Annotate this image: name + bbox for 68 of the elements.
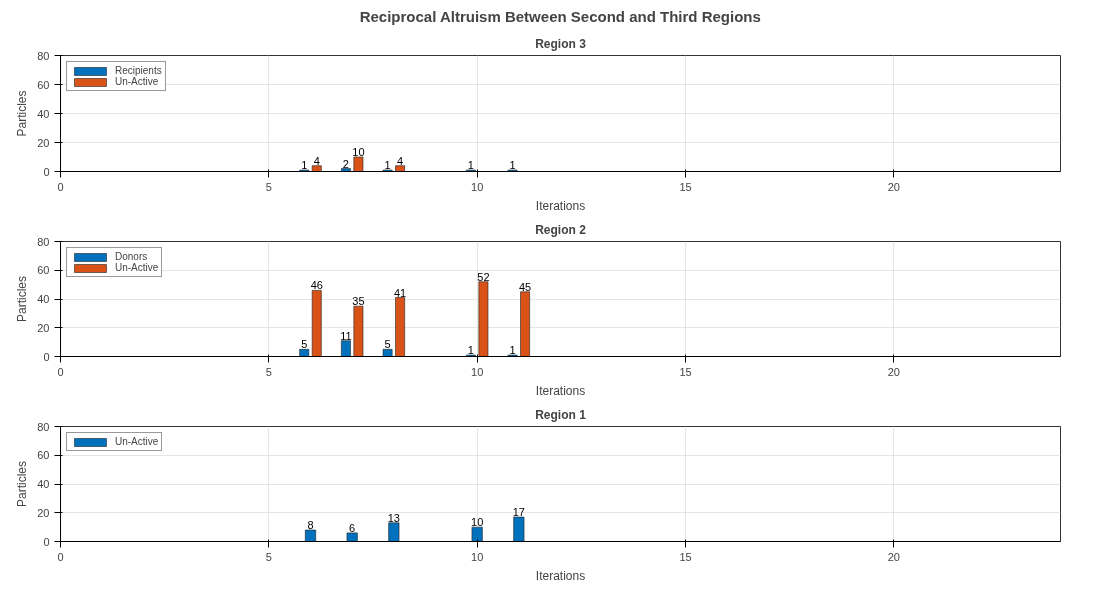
chart-subtitle: Region 3 <box>535 36 587 51</box>
x-tick-label: 20 <box>887 550 900 563</box>
y-tick-label: 60 <box>37 78 50 91</box>
chart-title: Reciprocal Altruism Between Second and Third Regions <box>359 7 761 25</box>
y-tick-label: 20 <box>37 506 50 519</box>
data-label: 41 <box>393 286 407 299</box>
x-tick-label: 10 <box>471 180 484 193</box>
data-label: 10 <box>471 516 484 529</box>
y-tick-label: 20 <box>37 136 50 149</box>
x-axis-title: Iterations <box>535 198 586 213</box>
x-tick-label: 15 <box>679 365 692 378</box>
legend-label: Recipients <box>115 65 162 76</box>
y-tick-label: 60 <box>37 264 50 277</box>
data-label: 4 <box>397 154 404 167</box>
x-tick-label: 10 <box>471 365 484 378</box>
y-tick-label: 40 <box>37 293 50 305</box>
y-tick-label: 0 <box>43 535 50 548</box>
data-label: 17 <box>512 506 525 519</box>
x-tick-label: 0 <box>57 180 64 193</box>
y-tick-label: 0 <box>43 165 50 178</box>
x-tick-label: 15 <box>679 180 692 193</box>
legend-label: Un-Active <box>115 262 159 273</box>
y-tick-label: 80 <box>37 235 50 248</box>
x-tick-label: 20 <box>887 365 900 378</box>
data-label: 1 <box>384 159 391 172</box>
data-label: 46 <box>310 279 323 292</box>
y-tick-label: 40 <box>37 107 50 120</box>
data-label: 5 <box>301 338 308 351</box>
data-label: 35 <box>352 295 365 308</box>
x-tick-label: 5 <box>265 365 272 378</box>
x-tick-label: 0 <box>57 365 64 378</box>
x-axis-title: Iterations <box>535 568 586 583</box>
data-label: 52 <box>477 270 490 283</box>
chart-title: Region 1 <box>535 407 587 422</box>
data-label: 1 <box>467 159 474 172</box>
x-tick-label: 15 <box>679 550 692 563</box>
y-tick-label: 0 <box>43 350 50 363</box>
y-tick-label: 80 <box>37 49 50 62</box>
data-label: 4 <box>313 154 320 167</box>
y-tick-label: 60 <box>37 449 50 462</box>
x-tick-label: 20 <box>887 180 900 193</box>
data-label: 1 <box>509 344 516 357</box>
data-label: 2 <box>342 157 349 170</box>
x-tick-label: 0 <box>57 550 64 563</box>
legend-label: Donors <box>115 251 148 262</box>
legend-label: Un-Active <box>115 436 159 447</box>
legend-label: Un-Active <box>115 76 159 87</box>
data-label: 10 <box>352 146 365 158</box>
data-label: 13 <box>387 511 400 524</box>
x-tick-label: 10 <box>471 550 484 563</box>
data-label: 8 <box>307 519 314 531</box>
y-axis-title: Particles <box>15 90 30 137</box>
data-label: 5 <box>384 338 391 351</box>
y-axis-title: Particles <box>15 460 30 508</box>
data-label: 1 <box>301 159 308 172</box>
data-label: 45 <box>518 280 532 293</box>
y-tick-label: 20 <box>37 321 50 334</box>
data-label: 6 <box>349 521 356 534</box>
y-axis-title: Particles <box>15 275 30 323</box>
y-tick-label: 80 <box>37 420 50 433</box>
data-label: 1 <box>509 159 516 172</box>
data-label: 1 <box>467 344 474 357</box>
data-label: 11 <box>340 329 352 342</box>
x-tick-label: 5 <box>265 550 272 563</box>
x-axis-title: Iterations <box>535 383 586 398</box>
chart-title: Region 2 <box>535 222 587 237</box>
y-tick-label: 40 <box>37 478 50 490</box>
x-tick-label: 5 <box>265 180 272 193</box>
